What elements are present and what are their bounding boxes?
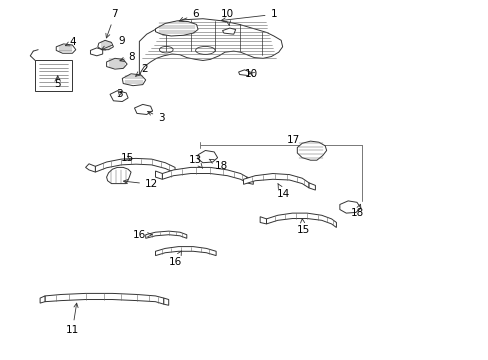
Polygon shape — [155, 171, 162, 179]
Polygon shape — [339, 201, 360, 213]
Polygon shape — [162, 167, 246, 183]
Polygon shape — [56, 44, 76, 53]
Polygon shape — [246, 177, 253, 184]
Polygon shape — [122, 74, 145, 86]
Polygon shape — [308, 183, 315, 190]
Polygon shape — [45, 293, 163, 304]
Text: 10: 10 — [245, 69, 258, 79]
Text: 14: 14 — [276, 184, 290, 199]
Polygon shape — [243, 174, 308, 188]
Text: 3: 3 — [116, 89, 123, 99]
Text: 4: 4 — [65, 37, 76, 48]
Polygon shape — [266, 213, 336, 228]
Polygon shape — [222, 28, 235, 34]
Text: 9: 9 — [101, 36, 124, 50]
Polygon shape — [134, 104, 152, 114]
Polygon shape — [260, 217, 266, 224]
Polygon shape — [238, 70, 250, 76]
Text: 10: 10 — [221, 9, 233, 25]
Polygon shape — [35, 60, 72, 91]
Polygon shape — [106, 167, 131, 184]
Text: 11: 11 — [65, 303, 79, 336]
Text: 16: 16 — [132, 230, 152, 240]
Text: 18: 18 — [349, 204, 363, 218]
Polygon shape — [139, 19, 282, 77]
Text: 15: 15 — [120, 153, 134, 163]
Polygon shape — [163, 298, 168, 305]
Text: 5: 5 — [54, 78, 61, 89]
Text: 15: 15 — [296, 219, 309, 235]
Polygon shape — [155, 21, 198, 36]
Polygon shape — [145, 231, 186, 238]
Polygon shape — [95, 158, 175, 173]
Polygon shape — [40, 296, 45, 303]
Text: 18: 18 — [209, 159, 227, 171]
Text: 12: 12 — [123, 179, 158, 189]
Polygon shape — [98, 40, 113, 50]
Text: 6: 6 — [179, 9, 199, 21]
Polygon shape — [106, 58, 127, 69]
Polygon shape — [85, 164, 95, 172]
Polygon shape — [90, 48, 102, 56]
Text: 2: 2 — [136, 64, 147, 76]
Text: 16: 16 — [168, 251, 182, 267]
Text: 13: 13 — [188, 155, 202, 168]
Polygon shape — [297, 141, 326, 160]
Polygon shape — [110, 91, 128, 102]
Text: 7: 7 — [105, 9, 118, 38]
Polygon shape — [155, 247, 216, 256]
Text: 8: 8 — [120, 52, 135, 62]
Text: 1: 1 — [221, 9, 277, 22]
Polygon shape — [198, 150, 217, 163]
Text: 3: 3 — [147, 111, 164, 123]
Text: 17: 17 — [286, 135, 300, 145]
